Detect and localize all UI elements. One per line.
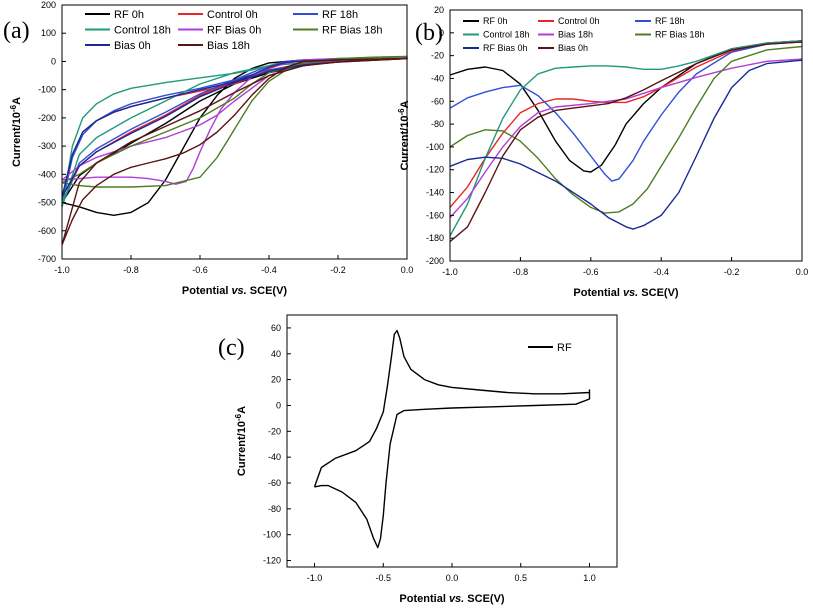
- x-tick-label-b-5: 0.0: [796, 267, 809, 277]
- legend-label-b-5: RF Bias 18h: [655, 30, 705, 40]
- x-tick-label-c-1: -0.5: [375, 573, 391, 583]
- y-axis-title-b: Current/10-6A: [397, 100, 411, 170]
- x-axis-title-b: Potential vs. SCE(V): [573, 287, 678, 299]
- x-tick-label-b-4: -0.2: [724, 267, 740, 277]
- y-tick-label-a-7: -500: [38, 198, 56, 208]
- legend-label-c-0: RF: [557, 342, 572, 354]
- y-tick-label-b-2: -20: [431, 51, 444, 61]
- y-tick-label-b-3: -40: [431, 73, 444, 83]
- legend-b: RF 0h Control 0h RF 18h Control 18h Bias 18h…: [463, 16, 705, 53]
- series-line-b-6: [449, 59, 803, 230]
- series-line-a-7: [61, 57, 408, 246]
- series-group-b: [449, 40, 803, 243]
- y-axis-title-a: Current/10-6A: [9, 97, 23, 167]
- y-tick-label-a-5: -300: [38, 141, 56, 151]
- y-tick-label-b-4: -60: [431, 96, 444, 106]
- series-line-a-4: [61, 56, 408, 185]
- series-line-c-0: [313, 329, 591, 549]
- y-tick-label-a-0: 200: [41, 0, 56, 10]
- y-tick-label-b-7: -120: [426, 165, 444, 175]
- panel-label-a: (a): [3, 18, 30, 44]
- chart-b: -1.0 -0.8 -0.6 -0.4 -0.2 0.0 20 0 -20 -40 -60 -80 -1…: [397, 5, 809, 299]
- y-tick-label-c-0: 60: [271, 323, 281, 333]
- y-tick-label-a-6: -400: [38, 169, 56, 179]
- legend-label-b-0: RF 0h: [483, 16, 508, 26]
- legend-label-a-0: RF 0h: [114, 9, 144, 21]
- x-tick-label-a-5: 0.0: [401, 265, 414, 275]
- x-tick-label-a-1: -0.8: [123, 265, 139, 275]
- x-tick-label-a-3: -0.4: [261, 265, 277, 275]
- y-tick-label-b-5: -80: [431, 119, 444, 129]
- y-tick-label-a-1: 100: [41, 28, 56, 38]
- x-tick-label-c-2: 0.0: [446, 573, 459, 583]
- y-tick-label-a-2: 0: [51, 56, 56, 66]
- y-tick-label-c-7: -80: [268, 504, 281, 514]
- legend-label-b-7: Bias 0h: [558, 43, 588, 53]
- chart-a: -1.0 -0.8 -0.6 -0.4 -0.2 0.0 200 100 0 -100 -200 -3…: [3, 0, 413, 297]
- series-group-c: [313, 329, 591, 549]
- x-tick-label-b-0: -1.0: [442, 267, 458, 277]
- y-tick-label-c-4: -20: [268, 426, 281, 436]
- y-tick-label-a-3: -100: [38, 85, 56, 95]
- series-group-a: [61, 55, 408, 246]
- y-tick-label-b-6: -100: [426, 142, 444, 152]
- series-line-a-2: [61, 57, 408, 206]
- legend-label-a-3: Control 18h: [114, 24, 171, 36]
- series-line-b-3: [449, 40, 803, 237]
- y-tick-label-b-1: 0: [439, 28, 444, 38]
- x-tick-label-a-2: -0.6: [192, 265, 208, 275]
- y-tick-label-b-8: -140: [426, 188, 444, 198]
- legend-label-b-3: Control 18h: [483, 30, 530, 40]
- series-line-b-2: [449, 41, 803, 182]
- y-tick-label-a-4: -200: [38, 113, 56, 123]
- plot-frame-a: [61, 4, 408, 260]
- series-line-b-1: [449, 40, 803, 208]
- x-tick-label-a-4: -0.2: [330, 265, 346, 275]
- legend-c: RF: [528, 342, 572, 354]
- y-tick-label-a-9: -700: [38, 254, 56, 264]
- y-tick-label-b-11: -200: [426, 256, 444, 266]
- y-tick-label-c-8: -100: [263, 530, 281, 540]
- legend-label-a-2: RF 18h: [322, 9, 358, 21]
- y-tick-label-b-0: 20: [434, 5, 444, 15]
- y-tick-label-c-2: 20: [271, 375, 281, 385]
- y-axis-title-c: Current/10-6A: [234, 406, 248, 476]
- series-line-b-7: [449, 41, 803, 243]
- x-tick-label-c-3: 0.5: [514, 573, 527, 583]
- legend-label-b-4: Bias 18h: [558, 30, 593, 40]
- y-tick-label-c-6: -60: [268, 478, 281, 488]
- x-axis-title-a: Potential vs. SCE(V): [182, 285, 287, 297]
- series-line-b-4: [449, 58, 803, 219]
- legend-label-a-4: RF Bias 0h: [207, 24, 261, 36]
- panel-label-b: (b): [415, 20, 443, 46]
- series-line-b-0: [449, 40, 803, 173]
- legend-label-a-6: Bias 0h: [114, 40, 151, 52]
- x-tick-label-a-0: -1.0: [54, 265, 70, 275]
- chart-c: -1.0 -0.5 0.0 0.5 1.0 60 40 20 0 -20 -40 -60 -80 -100…: [218, 314, 618, 605]
- series-line-b-5: [449, 45, 803, 214]
- y-tick-label-a-8: -600: [38, 226, 56, 236]
- y-tick-label-c-1: 40: [271, 349, 281, 359]
- x-tick-label-c-0: -1.0: [307, 573, 323, 583]
- plot-frame-b: [449, 9, 803, 262]
- y-tick-label-b-9: -160: [426, 210, 444, 220]
- legend-label-a-5: RF Bias 18h: [322, 24, 383, 36]
- x-tick-label-b-1: -0.8: [513, 267, 529, 277]
- legend-label-b-2: RF 18h: [655, 16, 685, 26]
- y-tick-label-c-5: -40: [268, 452, 281, 462]
- x-tick-label-c-4: 1.0: [583, 573, 596, 583]
- legend-label-b-1: Control 0h: [558, 16, 600, 26]
- y-tick-label-b-10: -180: [426, 233, 444, 243]
- x-axis-title-c: Potential vs. SCE(V): [399, 593, 504, 605]
- y-tick-label-c-9: -120: [263, 556, 281, 566]
- panel-label-c: (c): [218, 335, 245, 361]
- y-tick-label-c-3: 0: [276, 400, 281, 410]
- legend-label-a-7: Bias 18h: [207, 40, 250, 52]
- x-tick-label-b-2: -0.6: [583, 267, 599, 277]
- legend-label-b-6: RF Bias 0h: [483, 43, 528, 53]
- legend-label-a-1: Control 0h: [207, 9, 258, 21]
- series-line-a-5: [61, 55, 408, 188]
- legend-a: RF 0h Control 0h RF 18h Control 18h RF Bias …: [85, 9, 383, 52]
- x-tick-label-b-3: -0.4: [653, 267, 669, 277]
